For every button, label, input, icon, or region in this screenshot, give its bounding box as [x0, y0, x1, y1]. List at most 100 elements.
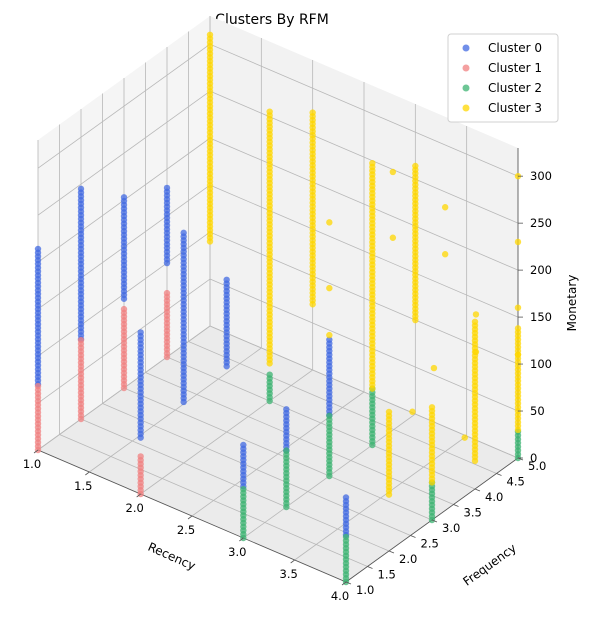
point-cluster-3 — [430, 364, 438, 372]
legend-marker — [462, 104, 470, 112]
point-cluster-0 — [137, 329, 144, 336]
legend-label: Cluster 2 — [488, 81, 542, 95]
legend-label: Cluster 1 — [488, 61, 542, 75]
z-tick-label: 100 — [530, 357, 552, 371]
tick-labels: 1.01.52.02.53.03.54.0 1.01.52.02.53.03.54… — [23, 169, 552, 603]
y-tick-label: 4.5 — [507, 475, 525, 489]
axis-panes — [38, 16, 518, 582]
y-tick-mark — [474, 488, 481, 492]
point-cluster-3 — [472, 311, 480, 318]
x-axis-label: Recency — [146, 540, 198, 573]
y-grid-floor — [102, 403, 411, 536]
z-grid-back — [209, 184, 519, 318]
z-tick-label: 300 — [530, 169, 552, 183]
point-cluster-3 — [409, 408, 416, 415]
z-tick-label: 0 — [530, 451, 537, 465]
z-tick-label: 150 — [530, 310, 552, 324]
point-cluster-1 — [120, 305, 128, 313]
z-grid-left — [37, 90, 211, 216]
x-tick-label: 2.0 — [126, 501, 144, 515]
point-cluster-2 — [342, 533, 350, 541]
y-tick-label: 1.5 — [378, 568, 396, 582]
point-cluster-2 — [283, 447, 290, 454]
point-cluster-1 — [163, 289, 171, 297]
x-tick-mark — [136, 493, 141, 498]
y-axis-label: Frequency — [460, 541, 518, 589]
y-tick-mark — [367, 566, 373, 569]
data-points — [34, 31, 522, 586]
y-tick-mark — [431, 519, 438, 523]
z-grid-back — [209, 43, 519, 177]
legend-marker — [462, 64, 470, 72]
y-grid-floor — [166, 356, 476, 490]
point-cluster-3 — [514, 325, 522, 332]
legend-label: Cluster 3 — [488, 101, 542, 115]
z-grid-left — [37, 43, 211, 169]
point-cluster-3 — [206, 31, 214, 38]
point-cluster-2 — [266, 371, 273, 378]
point-cluster-0 — [120, 194, 128, 201]
x-tick-mark — [290, 559, 295, 564]
point-cluster-3 — [441, 251, 449, 258]
y-tick-label: 1.0 — [356, 583, 374, 597]
z-grid-back — [209, 90, 519, 224]
point-cluster-1 — [137, 453, 144, 460]
z-tick-label: 250 — [530, 216, 552, 230]
x-tick-mark — [187, 515, 193, 520]
y-tick-label: 4.0 — [485, 490, 503, 504]
y-tick-mark — [345, 581, 352, 585]
y-tick-label: 3.5 — [464, 506, 482, 520]
point-cluster-3 — [461, 434, 468, 441]
point-cluster-3 — [441, 204, 449, 211]
z-grid-back — [209, 137, 519, 271]
legend-marker — [462, 44, 470, 52]
y-tick-mark — [453, 504, 459, 507]
x-tick-label: 2.5 — [177, 523, 195, 537]
y-grid-floor — [123, 387, 433, 521]
y-tick-label: 2.0 — [399, 552, 417, 566]
point-cluster-3 — [389, 168, 397, 176]
point-cluster-3 — [385, 408, 393, 416]
point-cluster-3 — [428, 404, 436, 411]
y-tick-label: 5.0 — [528, 459, 546, 473]
point-cluster-2 — [326, 412, 333, 420]
point-cluster-0 — [223, 276, 230, 284]
point-cluster-1 — [34, 382, 42, 390]
point-cluster-0 — [240, 441, 247, 449]
legend-box — [447, 33, 559, 123]
point-cluster-0 — [77, 185, 85, 193]
point-cluster-3 — [326, 284, 333, 292]
y-grid-floor — [145, 372, 454, 505]
z-tick-label: 50 — [530, 404, 545, 418]
point-cluster-3 — [326, 219, 333, 226]
y-tick-label: 2.5 — [421, 537, 439, 551]
point-cluster-0 — [326, 336, 333, 343]
y-grid-floor — [80, 418, 390, 552]
legend-label: Cluster 0 — [488, 41, 542, 55]
y-tick-label: 3.0 — [442, 521, 460, 535]
y-grid-floor — [59, 434, 368, 567]
point-cluster-3 — [471, 318, 479, 325]
point-cluster-3 — [412, 162, 419, 170]
y-grid-floor — [188, 341, 497, 474]
x-tick-label: 3.5 — [280, 567, 298, 581]
chart-title: Clusters By RFM — [215, 12, 329, 28]
point-cluster-1 — [77, 336, 85, 344]
x-tick-label: 1.5 — [74, 479, 92, 493]
z-axis-label: Monetary — [565, 275, 579, 332]
point-cluster-3 — [389, 234, 397, 241]
x-tick-mark — [85, 471, 90, 476]
z-tick-label: 200 — [530, 263, 552, 277]
point-cluster-3 — [326, 331, 333, 339]
x-tick-label: 3.0 — [228, 545, 246, 559]
x-tick-mark — [33, 449, 39, 454]
point-cluster-3 — [369, 159, 376, 167]
x-tick-mark — [239, 537, 244, 542]
point-cluster-3 — [514, 351, 522, 358]
legend-marker — [462, 84, 470, 92]
y-tick-mark — [496, 473, 502, 476]
point-cluster-0 — [342, 494, 350, 501]
point-cluster-0 — [180, 229, 187, 237]
x-tick-mark — [341, 581, 347, 586]
